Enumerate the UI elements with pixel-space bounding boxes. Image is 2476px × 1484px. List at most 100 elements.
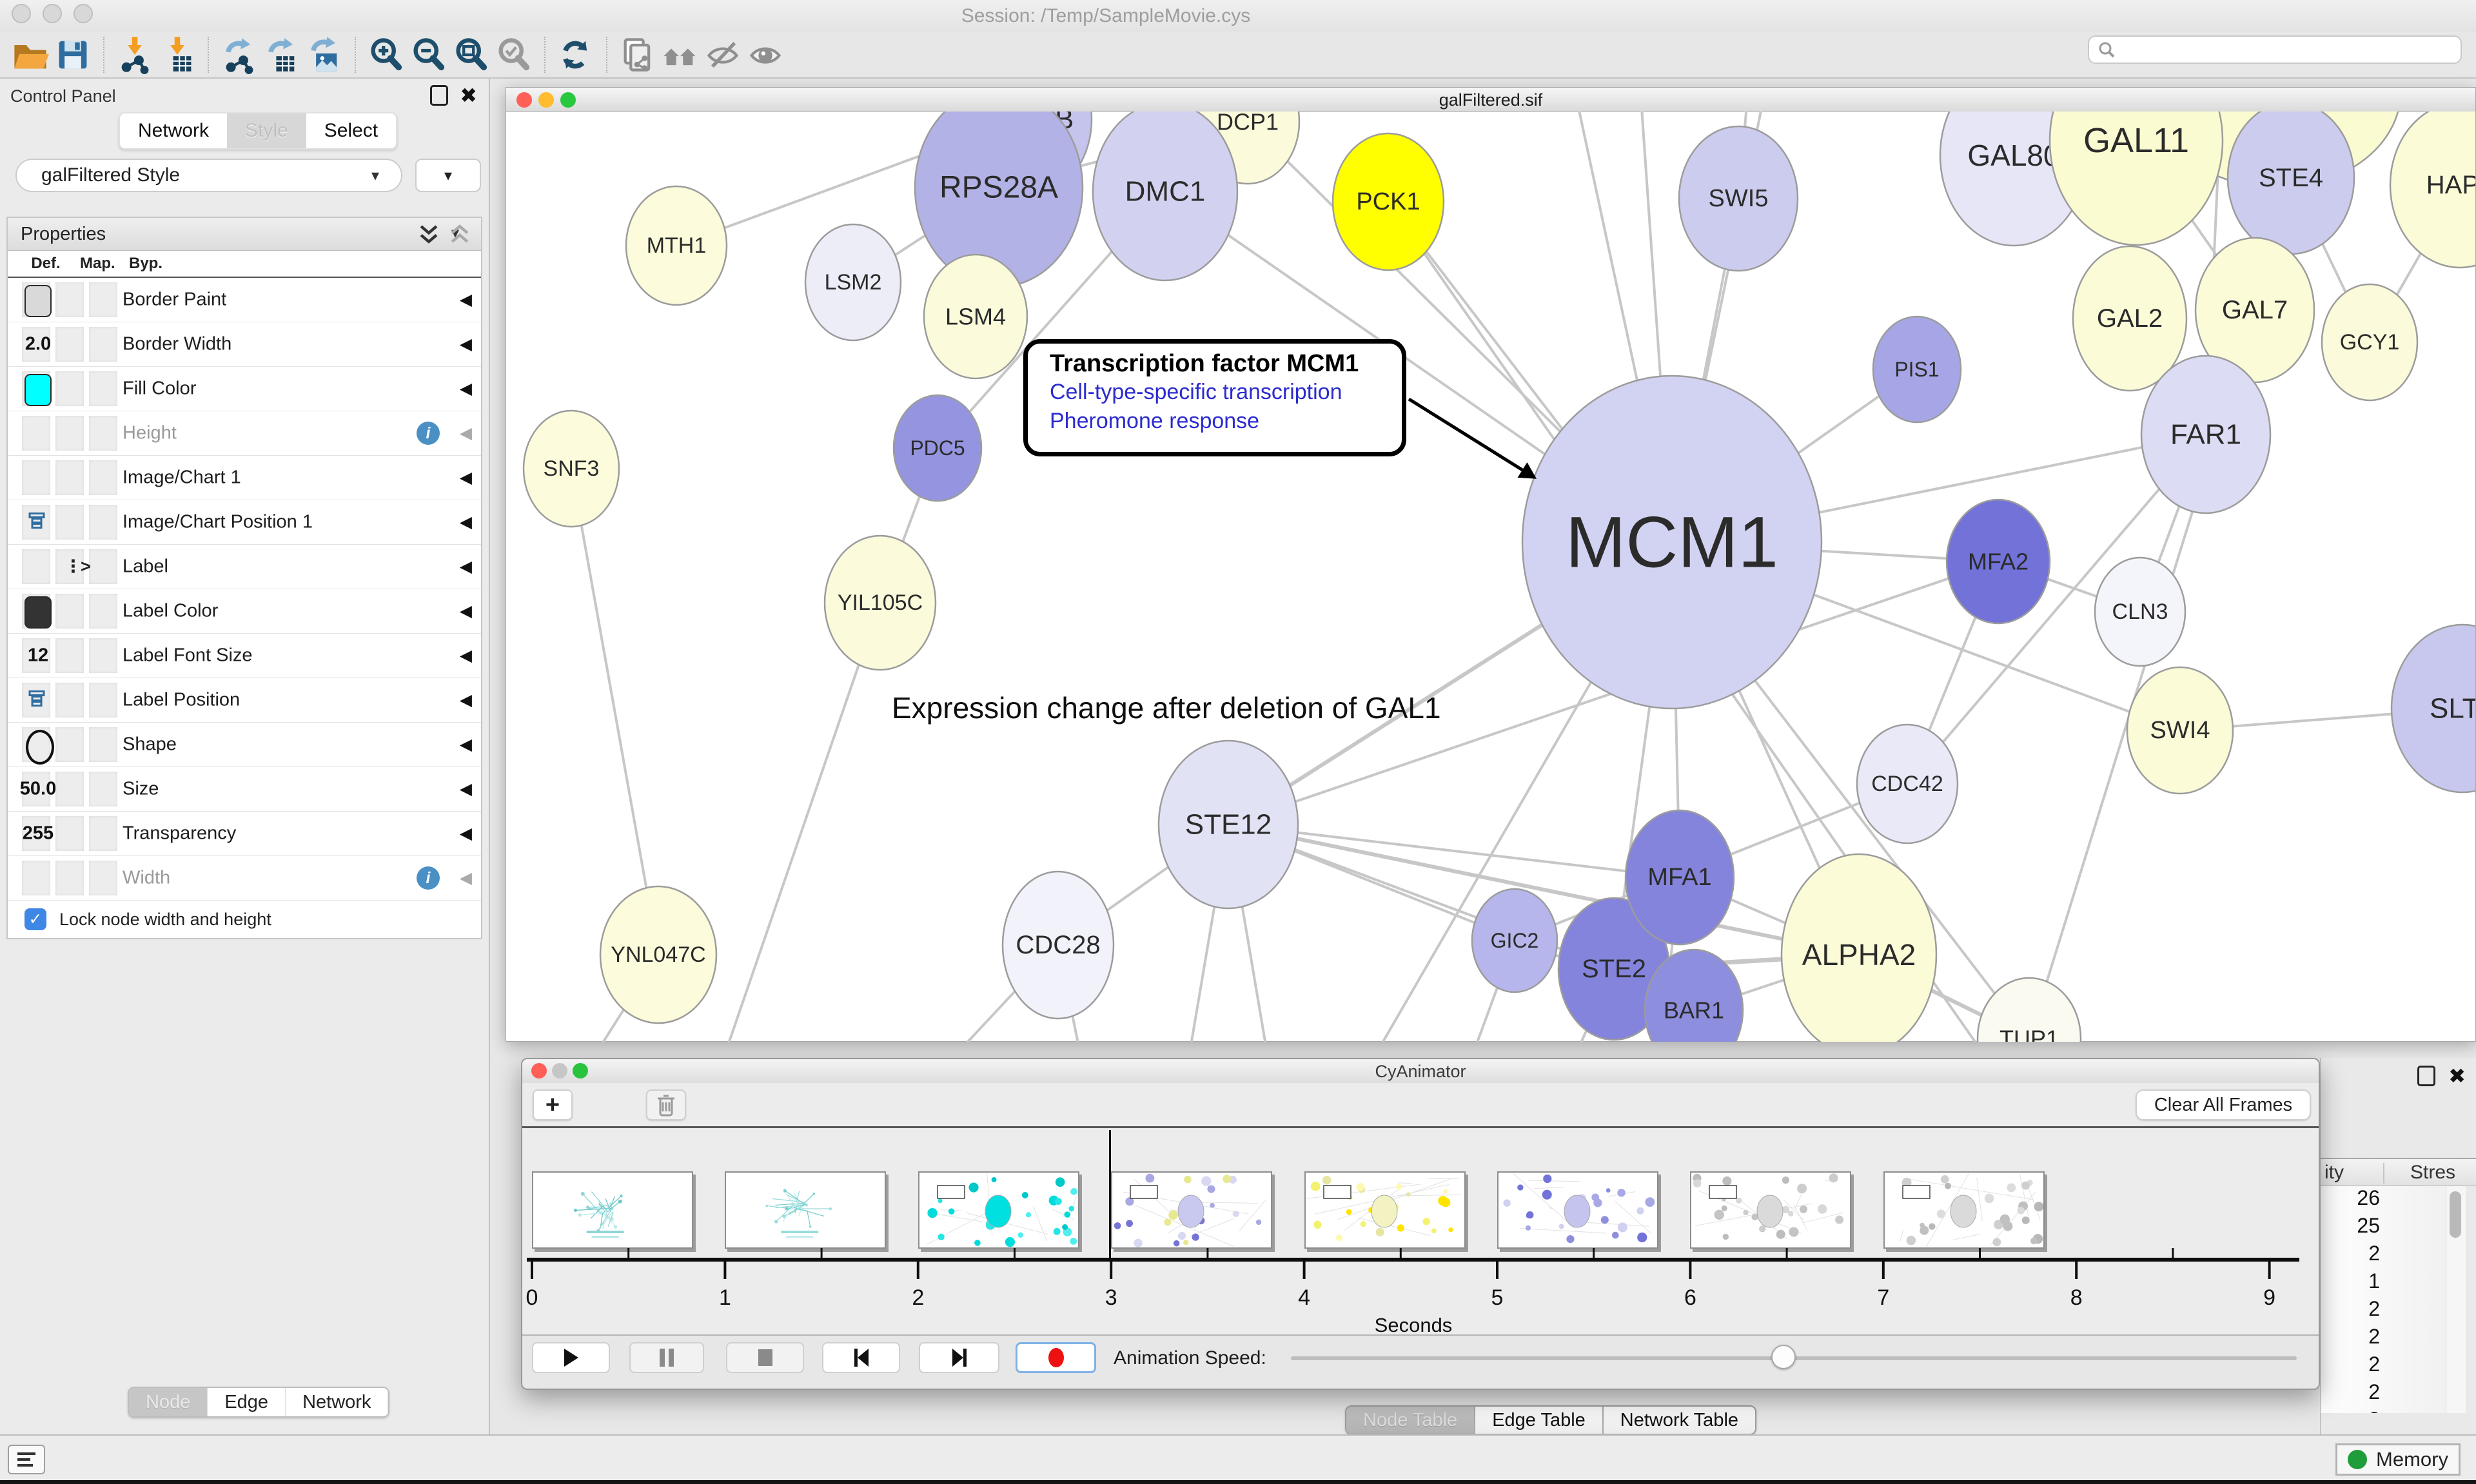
window-minimize-button[interactable] xyxy=(552,1063,567,1079)
property-cell[interactable] xyxy=(55,683,84,718)
info-icon[interactable]: i xyxy=(417,866,440,890)
expand-row-icon[interactable]: ◀ xyxy=(459,335,472,353)
expand-row-icon[interactable]: ◀ xyxy=(459,291,472,309)
timeline-frame-2[interactable] xyxy=(918,1171,1079,1249)
style-options-button[interactable]: ▾ xyxy=(415,159,481,192)
property-cell[interactable] xyxy=(55,816,84,851)
timeline-frame-5[interactable] xyxy=(1497,1171,1658,1249)
network-node-pdc5[interactable]: PDC5 xyxy=(892,394,983,502)
expand-row-icon[interactable]: ◀ xyxy=(459,558,472,576)
discrete-mapping-icon[interactable]: ⋮> xyxy=(64,556,91,576)
network-node-mth1[interactable]: MTH1 xyxy=(625,185,728,306)
property-row-image-chart-1[interactable]: Image/Chart 1 ◀ xyxy=(8,456,481,500)
network-node-bar1[interactable]: BAR1 xyxy=(1644,948,1744,1042)
float-panel-icon[interactable] xyxy=(2417,1066,2436,1086)
property-row-image-chart-position-1[interactable]: Image/Chart Position 1 ◀ xyxy=(8,500,481,545)
expand-row-icon[interactable]: ◀ xyxy=(459,602,472,620)
float-panel-icon[interactable] xyxy=(430,85,449,106)
table-body[interactable]: 26 25 2 1 2 2 2 2 2 xyxy=(2321,1186,2446,1413)
network-node-alpha2[interactable]: ALPHA2 xyxy=(1780,853,1938,1042)
expand-row-icon[interactable]: ◀ xyxy=(459,469,472,487)
expand-row-icon[interactable]: ◀ xyxy=(459,691,472,709)
table-cell-value[interactable]: 1 xyxy=(2368,1269,2380,1293)
window-minimize-button[interactable] xyxy=(43,4,62,23)
table-cell-value[interactable]: 2 xyxy=(2368,1352,2380,1376)
property-cell[interactable] xyxy=(89,416,117,451)
lock-node-size-row[interactable]: ✓ Lock node width and height xyxy=(8,901,481,938)
close-panel-icon[interactable]: ✖ xyxy=(460,84,477,107)
network-node-swi4[interactable]: SWI4 xyxy=(2126,666,2234,795)
property-cell[interactable] xyxy=(55,460,84,495)
network-node-gal11[interactable]: GAL11 xyxy=(2049,112,2224,246)
network-window-titlebar[interactable]: galFiltered.sif xyxy=(506,88,2475,112)
property-cell[interactable] xyxy=(89,727,117,762)
network-node-swi5[interactable]: SWI5 xyxy=(1678,125,1799,272)
property-cell[interactable] xyxy=(89,549,117,584)
network-node-hap2[interactable]: HAP2 xyxy=(2389,112,2475,269)
ellipse-shape-icon[interactable] xyxy=(26,730,54,765)
window-minimize-button[interactable] xyxy=(538,92,554,108)
network-node-ynl047c[interactable]: YNL047C xyxy=(599,885,718,1024)
zoom-selected-icon[interactable] xyxy=(493,34,535,76)
timeline-frame-3[interactable] xyxy=(1111,1171,1273,1249)
add-frame-button[interactable]: + xyxy=(533,1089,573,1120)
table-cell-value[interactable]: 26 xyxy=(2357,1186,2380,1209)
property-cell[interactable] xyxy=(22,549,50,584)
property-row-transparency[interactable]: 255 Transparency ◀ xyxy=(8,812,481,856)
scrollbar-thumb[interactable] xyxy=(2450,1191,2461,1238)
property-cell[interactable] xyxy=(89,282,117,317)
tab-style[interactable]: Style xyxy=(227,113,306,148)
default-value[interactable]: 12 xyxy=(27,645,49,666)
bottom-tab-edge[interactable]: Edge xyxy=(208,1388,286,1416)
default-value-swatch[interactable] xyxy=(25,285,52,317)
expression-change-annotation[interactable]: Expression change after deletion of GAL1 xyxy=(892,691,1441,725)
expand-row-icon[interactable]: ◀ xyxy=(459,869,472,887)
property-cell[interactable] xyxy=(55,638,84,673)
property-cell[interactable] xyxy=(22,416,50,451)
table-cell-value[interactable]: 2 xyxy=(2368,1325,2380,1348)
network-node-gic2[interactable]: GIC2 xyxy=(1471,888,1558,993)
clear-all-frames-button[interactable]: Clear All Frames xyxy=(2136,1089,2311,1120)
network-node-cdc42[interactable]: CDC42 xyxy=(1856,723,1959,845)
timeline-frame-6[interactable] xyxy=(1690,1171,1852,1249)
property-row-height[interactable]: Height i ◀ xyxy=(8,411,481,456)
network-node-mfa2[interactable]: MFA2 xyxy=(1945,498,2051,625)
table-cell-value[interactable]: 2 xyxy=(2321,1408,2380,1413)
expand-all-icon[interactable] xyxy=(418,223,440,245)
property-cell[interactable] xyxy=(89,327,117,362)
property-row-width[interactable]: Width i ◀ xyxy=(8,856,481,901)
style-selector[interactable]: galFiltered Style ▾ xyxy=(15,159,402,192)
tab-select[interactable]: Select xyxy=(306,113,397,148)
cyanimator-titlebar[interactable]: CyAnimator xyxy=(522,1059,2319,1084)
property-cell[interactable] xyxy=(55,416,84,451)
property-cell[interactable] xyxy=(89,861,117,895)
collapse-all-icon[interactable] xyxy=(449,223,471,245)
copy-network-icon[interactable] xyxy=(616,34,659,76)
table-cell-value[interactable]: 2 xyxy=(2368,1380,2380,1403)
network-node-rps28a[interactable]: RPS28A xyxy=(914,112,1084,288)
window-zoom-button[interactable] xyxy=(560,92,576,108)
timeline-frame-0[interactable] xyxy=(532,1171,693,1249)
pause-button[interactable] xyxy=(629,1342,704,1373)
property-cell[interactable] xyxy=(55,549,84,584)
import-network-icon[interactable] xyxy=(113,34,156,76)
property-cell[interactable] xyxy=(89,772,117,806)
import-table-icon[interactable] xyxy=(156,34,199,76)
zoom-fit-icon[interactable] xyxy=(450,34,493,76)
bottom-tab-node[interactable]: Node xyxy=(129,1388,208,1416)
save-session-icon[interactable] xyxy=(52,34,94,76)
tab-network-table[interactable]: Network Table xyxy=(1603,1407,1756,1434)
network-node-cdc28[interactable]: CDC28 xyxy=(1001,870,1115,1020)
network-node-yil105c[interactable]: YIL105C xyxy=(823,534,937,671)
property-cell[interactable] xyxy=(55,282,84,317)
speed-slider-knob[interactable] xyxy=(1771,1345,1796,1369)
property-row-label-position[interactable]: Label Position ◀ xyxy=(8,678,481,723)
default-value-swatch[interactable] xyxy=(25,596,52,629)
property-cell[interactable] xyxy=(22,327,50,362)
column-divider[interactable] xyxy=(2383,1163,2384,1184)
property-row-shape[interactable]: Shape ◀ xyxy=(8,723,481,767)
property-cell[interactable] xyxy=(55,594,84,629)
property-row-label-font-size[interactable]: 12 Label Font Size ◀ xyxy=(8,634,481,678)
table-column-headers[interactable]: ity Stres xyxy=(2321,1158,2476,1186)
property-cell[interactable] xyxy=(89,816,117,851)
